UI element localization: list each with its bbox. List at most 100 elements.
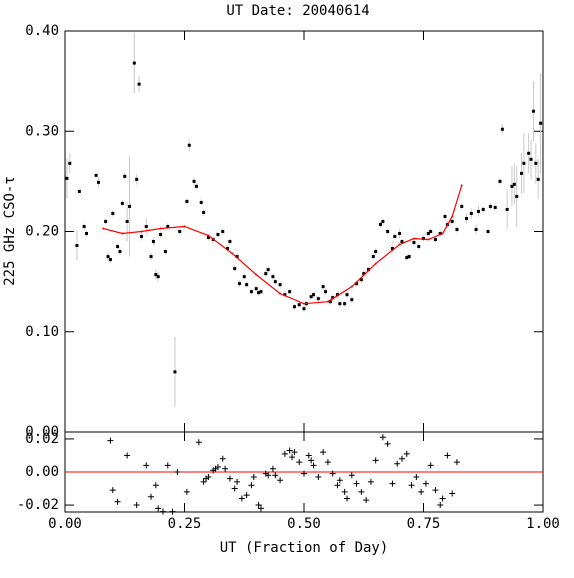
residual-point [296, 459, 303, 466]
data-point [450, 219, 454, 223]
data-point [163, 250, 167, 254]
fit-point [427, 238, 430, 241]
data-point [321, 285, 325, 289]
residual-point [320, 449, 327, 456]
data-point [400, 240, 404, 244]
data-point [116, 245, 120, 249]
fit-point [279, 292, 282, 295]
data-point [465, 216, 469, 220]
x-axis-label: UT (Fraction of Day) [220, 540, 389, 556]
data-point [297, 303, 301, 307]
residual-point [439, 495, 446, 502]
chart-title: UT Date: 20040614 [226, 3, 369, 19]
residual-point [394, 460, 401, 467]
data-point [159, 233, 163, 237]
residual-point [226, 475, 233, 482]
residual-point [413, 473, 420, 480]
residual-point [363, 497, 370, 504]
data-point [534, 161, 538, 165]
residual-point [301, 470, 307, 477]
fit-point [451, 215, 454, 218]
fit-point [326, 300, 329, 303]
fit-point [183, 225, 186, 228]
data-point [510, 184, 514, 188]
residual-point [214, 464, 221, 471]
data-point [288, 290, 292, 294]
data-point [259, 290, 263, 294]
data-point [374, 250, 378, 254]
y-axis-label: 225 GHz CSO-τ [2, 176, 18, 286]
data-point [233, 267, 237, 271]
residual-point [257, 505, 264, 512]
x-tick-label: 0.50 [287, 516, 321, 532]
data-point [536, 177, 540, 181]
data-point [412, 241, 416, 245]
residual-point [422, 480, 429, 487]
residual-point [367, 478, 374, 485]
data-point [245, 283, 249, 287]
fit-point [121, 232, 124, 235]
data-point [144, 224, 148, 228]
residual-point [148, 493, 155, 500]
fit-point [231, 252, 234, 255]
data-point [519, 171, 523, 175]
data-point [266, 268, 270, 272]
data-point [350, 298, 354, 302]
data-point [500, 127, 504, 131]
residual-point [277, 477, 284, 484]
fit-point [350, 285, 353, 288]
data-point [515, 194, 519, 198]
residual-point [265, 472, 272, 479]
data-point [331, 296, 335, 300]
residual-point [449, 490, 456, 497]
data-point [123, 174, 127, 178]
data-point [359, 278, 363, 282]
data-point [249, 290, 253, 294]
residual-point [124, 452, 131, 459]
residual-point [336, 477, 343, 484]
data-point [381, 219, 385, 223]
data-point [156, 275, 160, 279]
x-tick-label: 0.00 [48, 516, 82, 532]
y-tick-label: 0.10 [25, 324, 59, 340]
data-point [390, 247, 394, 251]
data-point [185, 199, 189, 203]
data-point [498, 179, 502, 183]
residual-point [200, 478, 207, 485]
data-point [178, 230, 182, 233]
data-point [77, 189, 81, 193]
data-point [192, 179, 196, 183]
data-point [264, 272, 268, 276]
residual-point [109, 487, 116, 494]
data-point [104, 219, 108, 223]
residual-point [107, 437, 114, 444]
data-point [443, 214, 447, 218]
data-point [111, 211, 115, 215]
data-point [455, 227, 459, 231]
data-point [106, 255, 110, 259]
data-point [328, 300, 332, 304]
residual-point [195, 439, 202, 446]
y-tick-label: 0.20 [25, 224, 59, 240]
y-tick-label: 0.30 [25, 123, 59, 139]
data-point [68, 161, 72, 165]
residual-point [231, 485, 238, 492]
data-point [128, 204, 132, 208]
data-point [393, 235, 397, 239]
fit-point [140, 230, 143, 233]
residual-point [358, 488, 365, 495]
data-point [118, 250, 122, 254]
data-point [221, 230, 225, 233]
residual-point [308, 457, 315, 464]
residual-point [341, 488, 348, 495]
residual-point [403, 450, 410, 457]
data-point [438, 232, 442, 236]
residual-point [248, 482, 255, 489]
residual-point [281, 450, 288, 457]
residual-point [159, 508, 166, 515]
data-point [345, 293, 349, 297]
data-point [378, 222, 382, 226]
data-point [371, 255, 375, 259]
residual-point [114, 498, 121, 505]
residual-point [344, 495, 351, 502]
